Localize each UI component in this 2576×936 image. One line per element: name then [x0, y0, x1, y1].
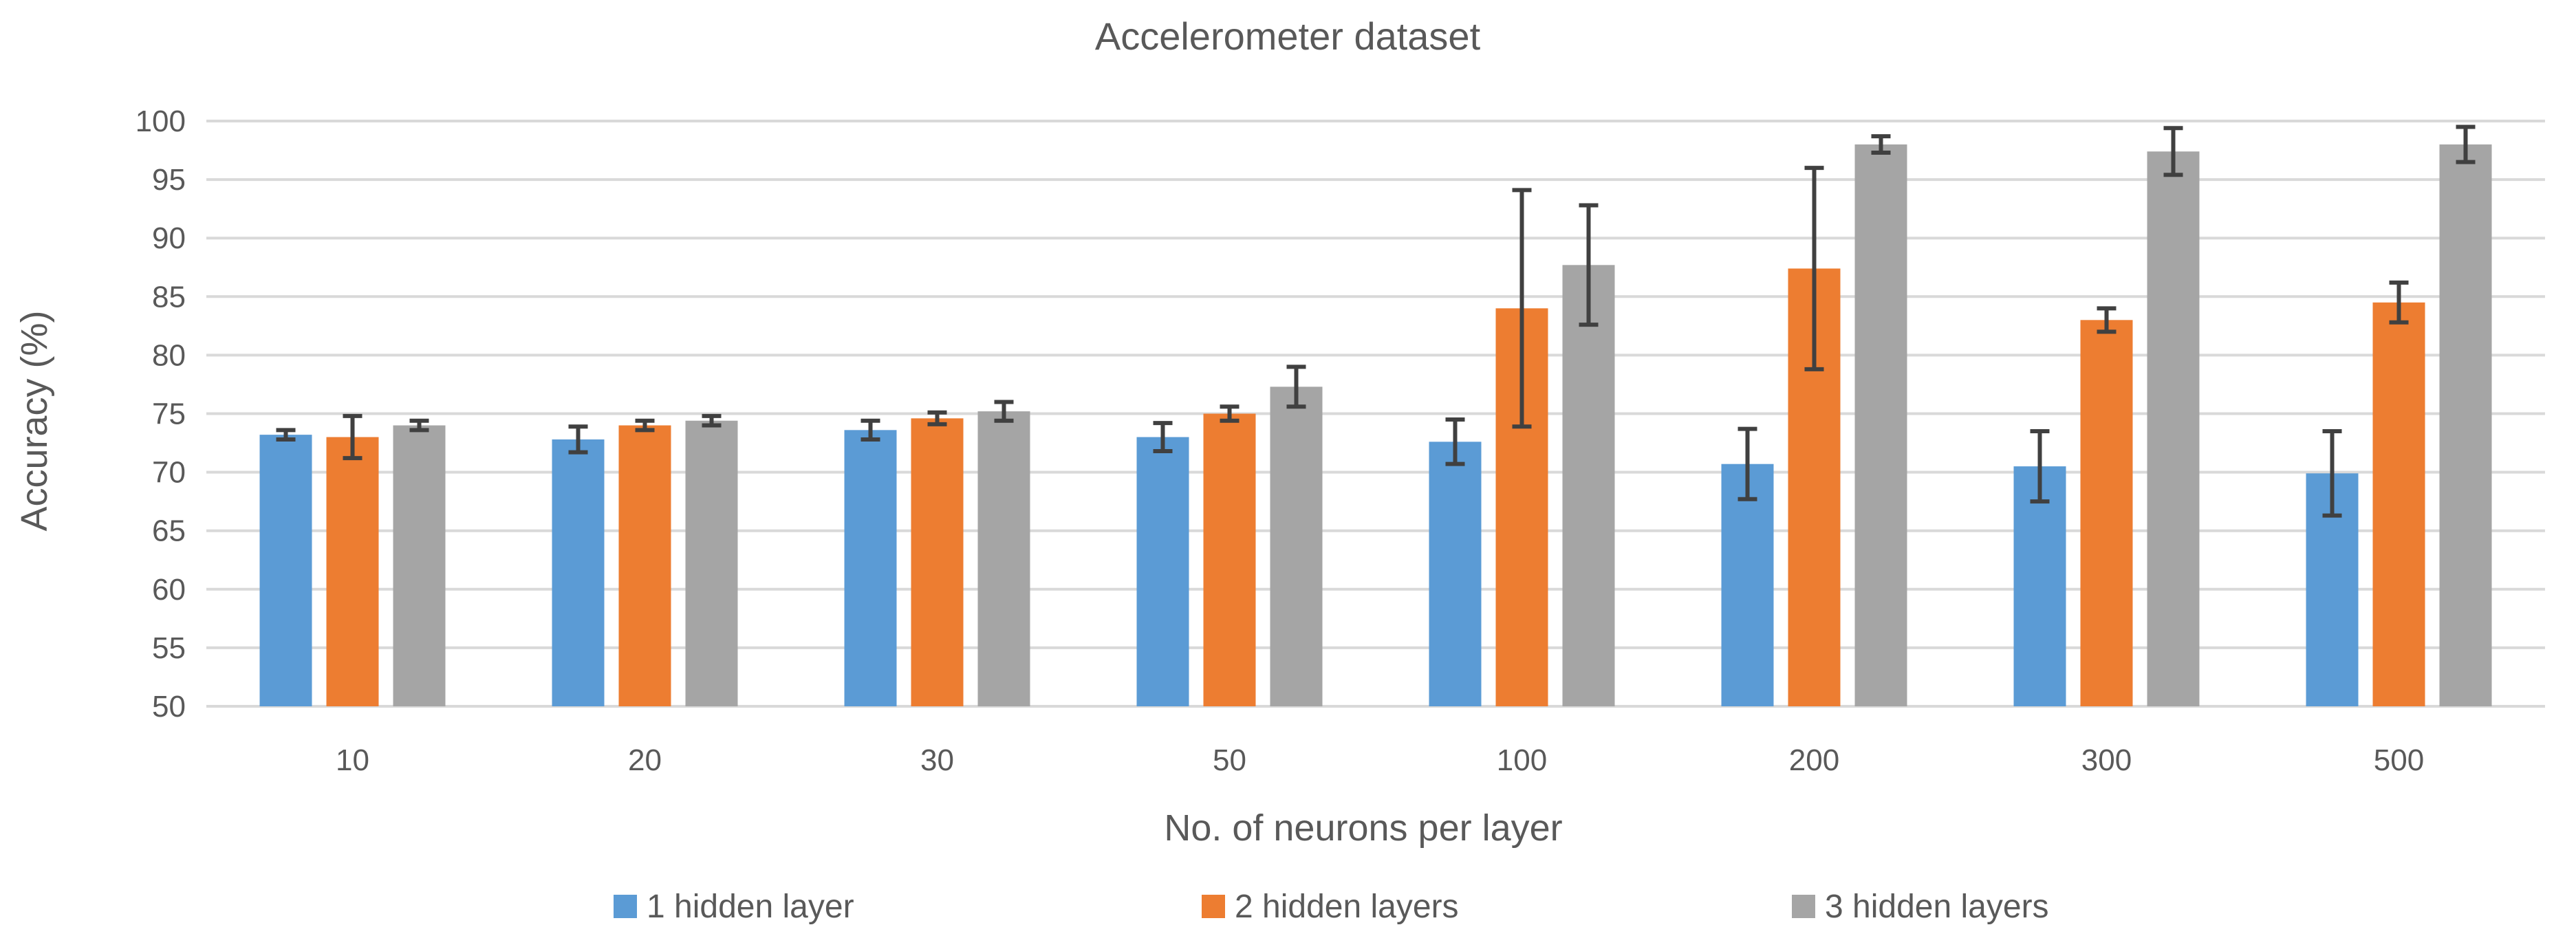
error-bar — [2389, 280, 2409, 325]
error-bar — [1220, 404, 1240, 423]
y-tick-label: 75 — [152, 398, 186, 431]
error-bar — [927, 410, 947, 426]
error-bar — [2322, 429, 2342, 518]
y-tick-label: 50 — [152, 690, 186, 723]
bar — [685, 420, 738, 706]
bar — [844, 430, 897, 706]
error-bar — [276, 428, 296, 442]
y-tick-label: 95 — [152, 163, 186, 197]
error-bar — [2097, 306, 2117, 334]
y-tick-label: 60 — [152, 573, 186, 607]
y-tick-label: 70 — [152, 456, 186, 490]
x-tick-label: 10 — [336, 743, 369, 777]
bar — [1136, 437, 1189, 706]
legend-label: 3 hidden layers — [1825, 889, 2049, 925]
y-tick-label: 65 — [152, 514, 186, 548]
x-axis-title: No. of neurons per layer — [1164, 807, 1562, 849]
x-tick-label: 20 — [628, 743, 662, 777]
y-tick-label: 80 — [152, 338, 186, 372]
y-tick-label: 85 — [152, 280, 186, 314]
bar — [259, 435, 312, 706]
error-bar — [1579, 203, 1599, 327]
bar — [977, 411, 1030, 706]
error-bar — [1153, 421, 1173, 453]
bar — [552, 439, 605, 706]
bar — [618, 425, 671, 706]
y-axis-title: Accuracy (%) — [14, 310, 55, 531]
bar — [1270, 387, 1323, 706]
bar — [911, 418, 964, 706]
bar — [2147, 151, 2200, 706]
error-bar — [1804, 166, 1824, 371]
error-bar — [702, 413, 722, 428]
error-bar — [1286, 364, 1306, 409]
bar — [2372, 302, 2425, 706]
bar — [2080, 320, 2133, 707]
y-tick-label: 100 — [136, 105, 186, 138]
bar — [1203, 413, 1256, 706]
x-tick-label: 100 — [1497, 743, 1547, 777]
error-bar — [1445, 417, 1465, 466]
bar — [1429, 442, 1482, 706]
error-bar — [568, 424, 588, 455]
y-axis-ticks: 50 55 60 65 70 75 80 85 90 95 100 — [136, 105, 186, 723]
legend-item: 3 hidden layers — [1792, 889, 2049, 925]
bar — [1854, 144, 1907, 707]
error-bar — [343, 413, 362, 461]
error-bar — [409, 418, 429, 433]
bar — [1721, 464, 1774, 706]
legend-swatch — [1202, 895, 1225, 918]
x-tick-label: 200 — [1789, 743, 1839, 777]
x-axis-ticks: 10 20 30 50 100 200 300 500 — [336, 743, 2424, 777]
bar — [2439, 144, 2492, 707]
x-tick-label: 30 — [920, 743, 954, 777]
bar — [2013, 466, 2066, 706]
legend-label: 1 hidden layer — [647, 889, 854, 925]
legend-item: 1 hidden layer — [614, 889, 854, 925]
bar — [393, 425, 446, 706]
x-tick-label: 500 — [2374, 743, 2424, 777]
y-tick-label: 90 — [152, 221, 186, 255]
error-bar — [2163, 126, 2183, 177]
error-bar — [1871, 134, 1891, 155]
x-tick-label: 300 — [2081, 743, 2132, 777]
chart-title: Accelerometer dataset — [1095, 14, 1481, 58]
error-bar — [635, 418, 655, 433]
error-bar — [994, 400, 1014, 423]
error-bar — [861, 418, 880, 442]
y-tick-label: 55 — [152, 631, 186, 665]
error-bars — [276, 124, 2476, 518]
legend-swatch — [614, 895, 637, 918]
x-tick-label: 50 — [1213, 743, 1246, 777]
legend: 1 hidden layer 2 hidden layers 3 hidden la… — [614, 889, 2049, 925]
error-bar — [2456, 124, 2476, 164]
error-bar — [2030, 429, 2050, 504]
bar — [326, 437, 379, 706]
error-bar — [1512, 188, 1532, 429]
bar — [1562, 265, 1615, 706]
error-bar — [1738, 426, 1757, 501]
bars — [259, 144, 2492, 707]
legend-label: 2 hidden layers — [1235, 889, 1459, 925]
legend-item: 2 hidden layers — [1202, 889, 1459, 925]
legend-swatch — [1792, 895, 1815, 918]
